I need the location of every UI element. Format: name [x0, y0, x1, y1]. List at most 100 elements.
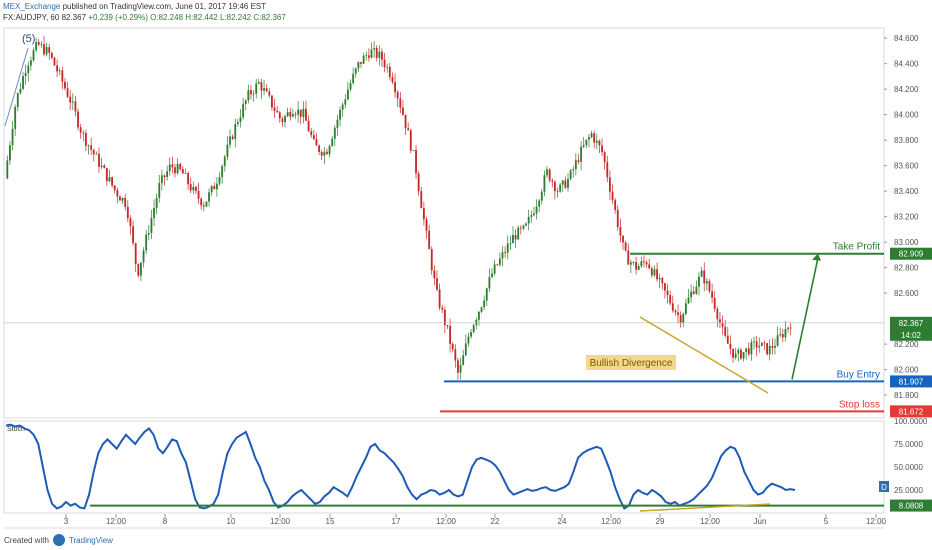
candle-body [574, 160, 577, 170]
candle-body [553, 182, 556, 192]
candle-body [276, 110, 279, 113]
candle-body [729, 343, 732, 349]
candle-body [134, 243, 137, 264]
symbol-label[interactable]: FX:AUDJPY, 60 [3, 13, 60, 22]
publisher-name[interactable]: MEX_Exchange [3, 2, 61, 11]
candle-body [239, 117, 242, 122]
candle-body [648, 264, 651, 269]
candle-body [705, 281, 708, 284]
candle-body [784, 329, 787, 338]
candle-body [698, 276, 700, 287]
time-tick-label: 12:00 [866, 517, 887, 526]
candle-body [679, 315, 682, 323]
level-price-badge [890, 375, 932, 388]
candle-body [643, 261, 645, 263]
stoch-line [5, 423, 796, 510]
candle-body [176, 163, 179, 174]
candle-body [29, 60, 32, 66]
candle-body [331, 138, 334, 146]
candle-body [750, 342, 753, 355]
candle-body [307, 120, 310, 132]
candle-body [451, 343, 454, 350]
candle-body [415, 149, 417, 174]
time-tick-label: 8 [163, 517, 168, 526]
candle-body [745, 348, 748, 352]
candle-body [619, 227, 622, 236]
ohlc-low: L:82.242 [219, 13, 252, 22]
candle-body [402, 107, 404, 115]
candle-body [226, 144, 229, 157]
time-tick-label: 3 [64, 517, 69, 526]
candle-body [244, 100, 247, 105]
candle-body [590, 133, 593, 138]
time-tick-label: 12:00 [700, 517, 721, 526]
candle-body [252, 93, 255, 95]
candle-body [289, 112, 292, 117]
price-panel-frame [3, 27, 885, 419]
candle-body [462, 355, 465, 366]
time-tick-label: 15 [326, 517, 335, 526]
candle-body [535, 206, 538, 214]
candle-body [69, 96, 72, 103]
scale-badge[interactable] [879, 481, 889, 492]
candle-body [692, 291, 695, 294]
candle-body [522, 225, 525, 229]
candle-body [441, 307, 444, 310]
candle-body [383, 59, 386, 68]
candle-body [664, 283, 666, 291]
candle-body [268, 91, 271, 96]
candle-body [488, 276, 491, 289]
candle-body [22, 76, 24, 89]
candle-body [263, 88, 265, 91]
candle-body [302, 108, 305, 117]
candle-body [174, 167, 176, 174]
ohlc-close: C:82.367 [253, 13, 286, 22]
candle-body [763, 342, 766, 344]
candle-body [147, 232, 150, 235]
footer: Created with TradingView [4, 534, 113, 546]
candle-body [538, 200, 541, 207]
candle-body [378, 51, 381, 58]
candle-body [286, 112, 289, 117]
price-tick-label: 84.000 [894, 111, 919, 120]
candle-body [420, 191, 423, 209]
candle-body [257, 82, 260, 84]
candle-body [197, 190, 200, 199]
candle-body [622, 235, 624, 243]
candle-body [339, 109, 341, 120]
tradingview-brand[interactable]: TradingView [68, 535, 113, 545]
candle-body [357, 62, 360, 69]
time-tick-label: 22 [491, 517, 500, 526]
candle-body [14, 107, 17, 129]
candle-body [527, 216, 530, 224]
candle-body [517, 227, 520, 240]
candle-body [192, 186, 195, 191]
candle-body [470, 332, 472, 337]
tradingview-logo-icon [52, 534, 65, 546]
candle-body [234, 123, 237, 139]
candle-body [100, 165, 103, 167]
candle-body [61, 70, 64, 82]
candle-body [498, 258, 501, 265]
candle-body [491, 273, 493, 277]
candle-body [742, 351, 745, 359]
projection-arrow-line [791, 257, 819, 380]
candle-body [375, 47, 378, 58]
candle-body [318, 145, 321, 152]
candle-body [27, 65, 30, 73]
wave-5-label: (5) [22, 33, 35, 45]
candle-body [512, 235, 514, 244]
candle-body [113, 185, 116, 191]
candle-body [433, 270, 436, 279]
candle-body [674, 310, 677, 313]
divergence-label-box [586, 355, 676, 370]
price-tick-label: 82.200 [894, 340, 919, 349]
candle-body [543, 175, 546, 192]
time-tick-label: 29 [656, 517, 665, 526]
candle-body [326, 151, 328, 155]
candle-body [603, 152, 606, 163]
candle-body [43, 44, 45, 55]
time-tick-label: Jun [754, 517, 767, 526]
candle-body [129, 218, 132, 227]
